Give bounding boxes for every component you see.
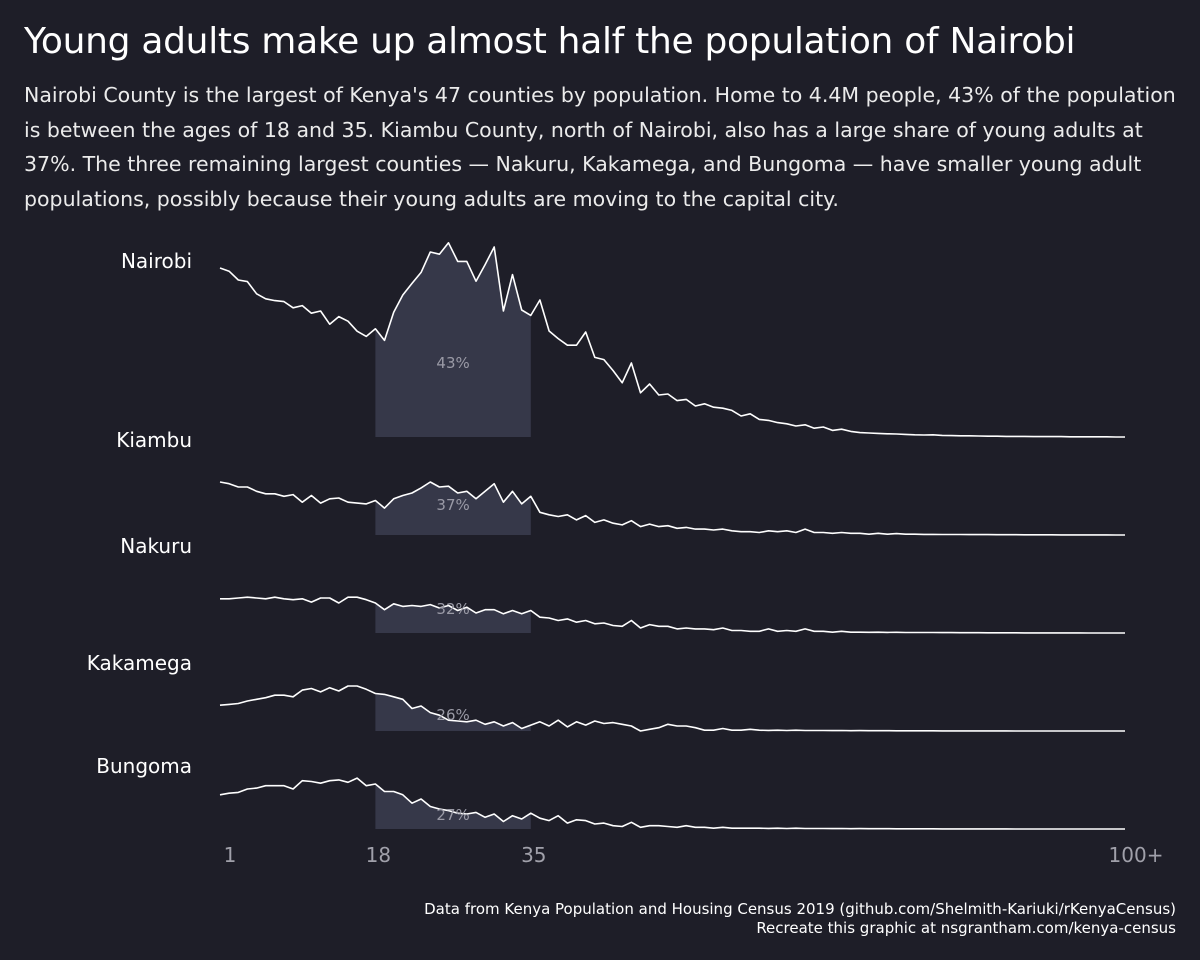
county-label: Kakamega [87, 651, 192, 675]
ridge-bungoma: Bungoma 27% [96, 754, 1125, 830]
x-tick-label: 100+ [1109, 843, 1164, 867]
population-line [219, 481, 1125, 536]
percent-label: 27% [436, 806, 469, 824]
ridge-nairobi: Nairobi 43% [121, 242, 1125, 438]
ridge-nakuru: Nakuru 32% [120, 534, 1125, 634]
percent-label: 32% [436, 600, 469, 618]
chart-title: Young adults make up almost half the pop… [24, 21, 1076, 62]
county-label: Nairobi [121, 249, 192, 273]
county-label: Bungoma [96, 754, 192, 778]
percent-label: 26% [436, 706, 469, 724]
chart-subtitle: Nairobi County is the largest of Kenya's… [24, 83, 1176, 211]
footer: Data from Kenya Population and Housing C… [76, 900, 1176, 938]
percent-label: 37% [436, 496, 469, 514]
x-tick-label: 18 [366, 843, 391, 867]
credit-note: Recreate this graphic at nsgrantham.com/… [756, 919, 1176, 937]
population-line [219, 777, 1125, 830]
young-adult-area [375, 482, 531, 535]
ridge-kiambu: Kiambu 37% [116, 428, 1125, 536]
x-tick-label: 1 [224, 843, 237, 867]
population-line [219, 685, 1125, 732]
percent-label: 43% [436, 354, 469, 372]
source-note: Data from Kenya Population and Housing C… [424, 900, 1176, 918]
ridge-kakamega: Kakamega 26% [87, 651, 1125, 732]
young-adult-area [375, 784, 531, 829]
young-adult-area [375, 693, 531, 731]
population-line [219, 242, 1125, 438]
county-label: Kiambu [116, 428, 192, 452]
young-adult-area [375, 242, 531, 437]
county-label: Nakuru [120, 534, 192, 558]
population-line [220, 596, 1125, 634]
x-tick-label: 35 [521, 843, 546, 867]
